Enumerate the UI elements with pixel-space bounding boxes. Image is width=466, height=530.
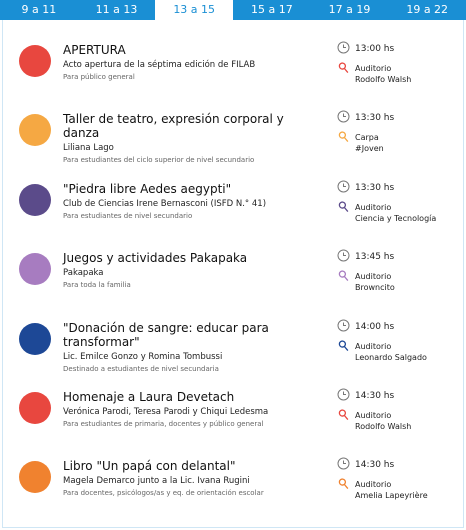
event-place: Auditorio — [355, 480, 392, 490]
event-speaker: Liliana Lago — [63, 143, 114, 154]
event-room: Leonardo Salgado — [355, 352, 427, 362]
event-place: Auditorio — [355, 202, 392, 212]
event-row: "Piedra libre Aedes aegypti" Club de Cien… — [3, 162, 463, 231]
event-location: Auditorio Browncito — [355, 271, 395, 293]
event-row: Homenaje a Laura Devetach Verónica Parodi… — [3, 370, 463, 439]
event-audience: Para público general — [63, 73, 135, 81]
event-time: 14:30 hs — [355, 460, 395, 471]
clock-icon — [337, 388, 350, 401]
event-room: Rodolfo Walsh — [355, 75, 412, 84]
pin-icon — [338, 270, 349, 282]
event-place: Carpa — [355, 133, 379, 143]
event-dot — [19, 461, 51, 494]
event-room: Browncito — [355, 283, 395, 293]
event-location: Auditorio Leonardo Salgado — [355, 341, 427, 363]
event-row: "Donación de sangre: educar para transfo… — [3, 301, 463, 373]
event-location: Auditorio Amelia Lapeyrière — [355, 479, 428, 501]
event-dot — [19, 114, 51, 147]
pin-icon — [338, 131, 349, 143]
event-row: Juegos y actividades Pakapaka Pakapaka Par… — [3, 231, 463, 300]
event-audience: Destinado a estudiantes de nivel secunda… — [63, 364, 219, 373]
event-text: APERTURA Acto apertura de la séptima edic… — [63, 43, 313, 81]
pin-icon — [338, 478, 349, 490]
clock-icon — [337, 457, 350, 470]
event-speaker: Verónica Parodi, Teresa Parodi y Chiqui … — [63, 407, 269, 417]
event-row: Libro "Un papá con delantal" Magela Demar… — [3, 439, 463, 508]
event-audience: Para estudiantes del ciclo superior de n… — [63, 156, 255, 165]
time-tab[interactable]: 19 a 22 — [406, 3, 449, 16]
time-tab[interactable]: 13 a 15 — [155, 0, 234, 20]
event-text: "Piedra libre Aedes aegypti" Club de Cien… — [63, 182, 313, 220]
event-title: APERTURA — [63, 43, 126, 57]
clock-icon — [337, 319, 350, 332]
event-text: Homenaje a Laura Devetach Verónica Parodi… — [63, 390, 313, 428]
time-tab[interactable]: 17 a 19 — [328, 3, 371, 16]
event-room: Ciencia y Tecnología — [355, 213, 437, 223]
pin-icon — [338, 340, 349, 351]
event-title: Libro "Un papá con delantal" — [63, 459, 236, 474]
event-text: Libro "Un papá con delantal" Magela Demar… — [63, 459, 313, 497]
event-speaker: Club de Ciencias Irene Bernasconi (ISFD … — [63, 198, 267, 209]
event-audience: Para toda la familia — [63, 281, 131, 290]
event-dot — [19, 183, 51, 216]
clock-icon — [337, 110, 350, 123]
event-title: Homenaje a Laura Devetach — [63, 390, 235, 404]
time-tab[interactable]: 9 a 11 — [21, 3, 57, 16]
event-audience: Para docentes, psicólogos/as y eq. de or… — [63, 489, 264, 498]
clock-icon — [337, 41, 350, 54]
event-title: "Donación de sangre: educar para transfo… — [63, 320, 269, 349]
pin-icon — [338, 409, 349, 421]
tab-bar: 9 a 11 11 a 13 13 a 15 15 a 17 17 a 19 19 a 2… — [0, 0, 466, 20]
event-time: 14:30 hs — [355, 391, 395, 401]
event-place: Auditorio — [355, 64, 392, 73]
event-time: 13:45 hs — [355, 252, 395, 263]
event-list: APERTURA Acto apertura de la séptima edic… — [2, 20, 464, 528]
clock-icon — [337, 180, 350, 193]
event-room: #Joven — [355, 144, 384, 154]
time-tab[interactable]: 11 a 13 — [95, 3, 138, 16]
event-dot — [19, 45, 51, 77]
event-room: Amelia Lapeyrière — [355, 491, 428, 501]
event-location: Auditorio Rodolfo Walsh — [355, 63, 411, 85]
event-text: Taller de teatro, expresión corporal y d… — [63, 112, 313, 164]
event-time: 13:30 hs — [355, 113, 395, 124]
event-room: Rodolfo Walsh — [355, 422, 412, 431]
event-dot — [19, 392, 51, 424]
pin-icon — [338, 201, 349, 212]
pin-icon — [338, 62, 349, 74]
event-audience: Para estudiantes de nivel secundario — [63, 211, 193, 220]
event-row: Taller de teatro, expresión corporal y d… — [3, 92, 463, 164]
event-time: 13:30 hs — [355, 182, 395, 193]
event-title: Juegos y actividades Pakapaka — [63, 251, 248, 266]
clock-icon — [337, 249, 350, 262]
event-location: Auditorio Ciencia y Tecnología — [355, 202, 436, 224]
event-speaker: Acto apertura de la séptima edición de F… — [63, 60, 256, 70]
event-row: APERTURA Acto apertura de la séptima edic… — [3, 23, 463, 92]
event-audience: Para estudiantes de primaria, docentes y… — [63, 420, 264, 428]
event-text: "Donación de sangre: educar para transfo… — [63, 321, 313, 373]
event-place: Auditorio — [355, 272, 392, 282]
event-speaker: Pakapaka — [63, 268, 104, 279]
event-place: Auditorio — [355, 411, 392, 420]
event-text: Juegos y actividades Pakapaka Pakapaka Par… — [63, 251, 313, 289]
event-location: Auditorio Rodolfo Walsh — [355, 410, 411, 432]
time-tab[interactable]: 15 a 17 — [250, 3, 293, 16]
event-title: "Piedra libre Aedes aegypti" — [63, 181, 232, 196]
event-time: 13:00 hs — [355, 44, 395, 54]
event-location: Carpa #Joven — [355, 132, 384, 154]
event-time: 14:00 hs — [355, 321, 395, 332]
event-speaker: Lic. Emilce Gonzo y Romina Tombussi — [63, 351, 223, 362]
event-dot — [19, 253, 51, 286]
event-place: Auditorio — [355, 341, 392, 351]
event-dot — [19, 322, 51, 355]
event-title: Taller de teatro, expresión corporal y d… — [63, 112, 284, 141]
event-speaker: Magela Demarco junto a la Lic. Ivana Rug… — [63, 476, 250, 487]
